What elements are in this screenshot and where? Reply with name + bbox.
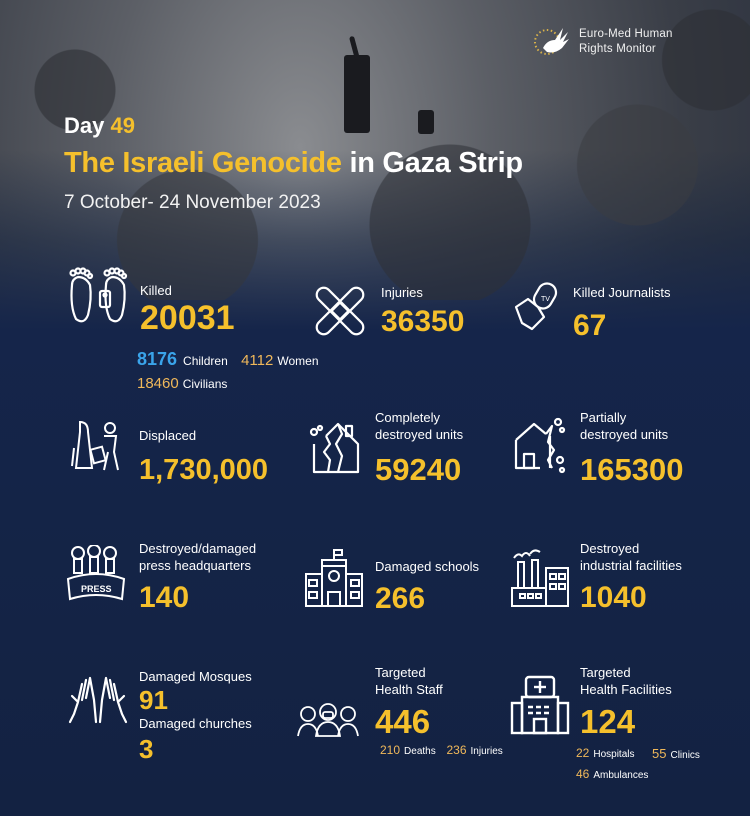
completely-destroyed-label-1: Completely xyxy=(375,410,441,425)
svg-text:PRESS: PRESS xyxy=(81,584,112,594)
stat-religious: Damaged Mosques 91 Damaged churches 3 xyxy=(139,668,252,762)
staff-injuries-label: Injuries xyxy=(470,746,503,757)
title-highlight: The Israeli Genocide xyxy=(64,147,342,179)
civilians-value: 18460 xyxy=(137,375,179,392)
date-range: 7 October- 24 November 2023 xyxy=(64,192,321,213)
killed-breakdown-row1: 8176 Children 4112 Women xyxy=(137,349,319,370)
journalists-value: 67 xyxy=(573,309,607,342)
euro-med-logo: Euro-Med Human Rights Monitor xyxy=(533,22,673,62)
praying-hands-icon xyxy=(68,670,128,726)
completely-destroyed-label-2: destroyed units xyxy=(375,427,464,442)
health-staff-label-1: Targeted xyxy=(375,665,426,680)
staff-injuries-value: 236 xyxy=(446,743,467,757)
press-label-2: press headquarters xyxy=(139,558,252,573)
page-title: The Israeli Genocide in Gaza Strip xyxy=(64,147,523,180)
background-child xyxy=(418,110,434,134)
bandage-icon xyxy=(314,285,366,337)
clinics-label: Clinics xyxy=(670,750,700,761)
ambulances-label: Ambulances xyxy=(593,770,649,781)
health-facilities-label-1: Targeted xyxy=(580,665,631,680)
killed-breakdown-row2: 18460 Civilians xyxy=(137,375,227,392)
svg-text:TV: TV xyxy=(541,296,550,303)
children-value: 8176 xyxy=(137,349,178,369)
churches-value: 3 xyxy=(139,734,154,764)
mosques-label: Damaged Mosques xyxy=(139,669,252,684)
mosques-value: 91 xyxy=(139,685,168,715)
journalists-label: Killed Journalists xyxy=(573,285,671,300)
stat-partially-destroyed: Partially destroyed units 165300 xyxy=(580,409,683,485)
killed-value: 20031 xyxy=(140,299,235,337)
ambulances-stat: 46 Ambulances xyxy=(576,767,648,781)
health-staff-value: 446 xyxy=(375,703,431,740)
feet-toe-tag-icon xyxy=(66,267,132,325)
clinics-stat: 55 Clinics xyxy=(652,746,700,761)
clinics-value: 55 xyxy=(652,746,667,761)
stat-schools: Damaged schools 266 xyxy=(375,558,479,614)
partially-destroyed-label-2: destroyed units xyxy=(580,427,669,442)
displaced-people-icon xyxy=(68,418,126,476)
press-value: 140 xyxy=(139,581,190,614)
health-facilities-label-2: Health Facilities xyxy=(580,682,672,697)
health-staff-icon xyxy=(296,702,360,738)
stat-completely-destroyed: Completely destroyed units 59240 xyxy=(375,409,463,485)
health-staff-breakdown: 210 Deaths 236 Injuries xyxy=(380,743,503,757)
header: Day 49 The Israeli Genocide in Gaza Stri… xyxy=(64,113,523,214)
hospitals-label: Hospitals xyxy=(593,749,635,760)
day-number: 49 xyxy=(110,113,135,138)
cracked-house-icon xyxy=(510,416,570,476)
displaced-label: Displaced xyxy=(139,428,197,443)
stat-killed-journalists: Killed Journalists 67 xyxy=(573,284,671,341)
brand-name-line2: Rights Monitor xyxy=(579,43,656,55)
stat-press: Destroyed/damaged press headquarters 140 xyxy=(139,540,256,613)
killed-label: Killed xyxy=(140,283,172,298)
stat-industrial: Destroyed industrial facilities 1040 xyxy=(580,540,682,613)
press-microphones-icon: PRESS xyxy=(64,545,130,605)
stat-injuries: Injuries 36350 xyxy=(381,284,464,337)
displaced-value: 1,730,000 xyxy=(139,454,269,486)
health-facilities-value: 124 xyxy=(580,703,636,740)
ambulances-value: 46 xyxy=(576,767,590,781)
stat-health-facilities: Targeted Health Facilities 124 xyxy=(580,664,672,738)
partially-destroyed-value: 165300 xyxy=(580,452,684,487)
stat-killed: Killed 20031 xyxy=(140,282,235,335)
background-person xyxy=(344,55,370,133)
destroyed-house-icon xyxy=(308,420,364,474)
staff-deaths-label: Deaths xyxy=(404,746,436,757)
stat-health-staff: Targeted Health Staff 446 xyxy=(375,664,443,738)
schools-value: 266 xyxy=(375,582,426,615)
staff-deaths-value: 210 xyxy=(380,743,401,757)
day-label: Day 49 xyxy=(64,113,135,138)
partially-destroyed-label-1: Partially xyxy=(580,410,627,425)
injuries-value: 36350 xyxy=(381,305,465,338)
civilians-label: Civilians xyxy=(182,377,228,391)
children-label: Children xyxy=(183,354,228,368)
hospitals-value: 22 xyxy=(576,746,590,760)
hospitals-stat: 22 Hospitals xyxy=(576,746,635,760)
school-icon xyxy=(304,548,364,608)
stat-displaced: Displaced 1,730,000 xyxy=(139,427,268,485)
microphone-hand-icon: TV xyxy=(510,277,566,333)
women-label: Women xyxy=(277,354,319,368)
title-rest: in Gaza Strip xyxy=(349,147,523,179)
hospital-icon xyxy=(510,675,570,737)
background-photo xyxy=(0,0,750,300)
schools-label: Damaged schools xyxy=(375,559,480,574)
industrial-label-1: Destroyed xyxy=(580,541,640,556)
injuries-label: Injuries xyxy=(381,285,423,300)
churches-label: Damaged churches xyxy=(139,716,252,731)
women-value: 4112 xyxy=(241,352,274,369)
industrial-value: 1040 xyxy=(580,581,647,614)
hand-dove-icon xyxy=(533,22,573,62)
press-label-1: Destroyed/damaged xyxy=(139,541,257,556)
completely-destroyed-value: 59240 xyxy=(375,452,462,487)
factory-icon xyxy=(510,548,572,608)
industrial-label-2: industrial facilities xyxy=(580,558,682,573)
health-staff-label-2: Health Staff xyxy=(375,682,443,697)
brand-name-line1: Euro-Med Human xyxy=(579,28,673,40)
